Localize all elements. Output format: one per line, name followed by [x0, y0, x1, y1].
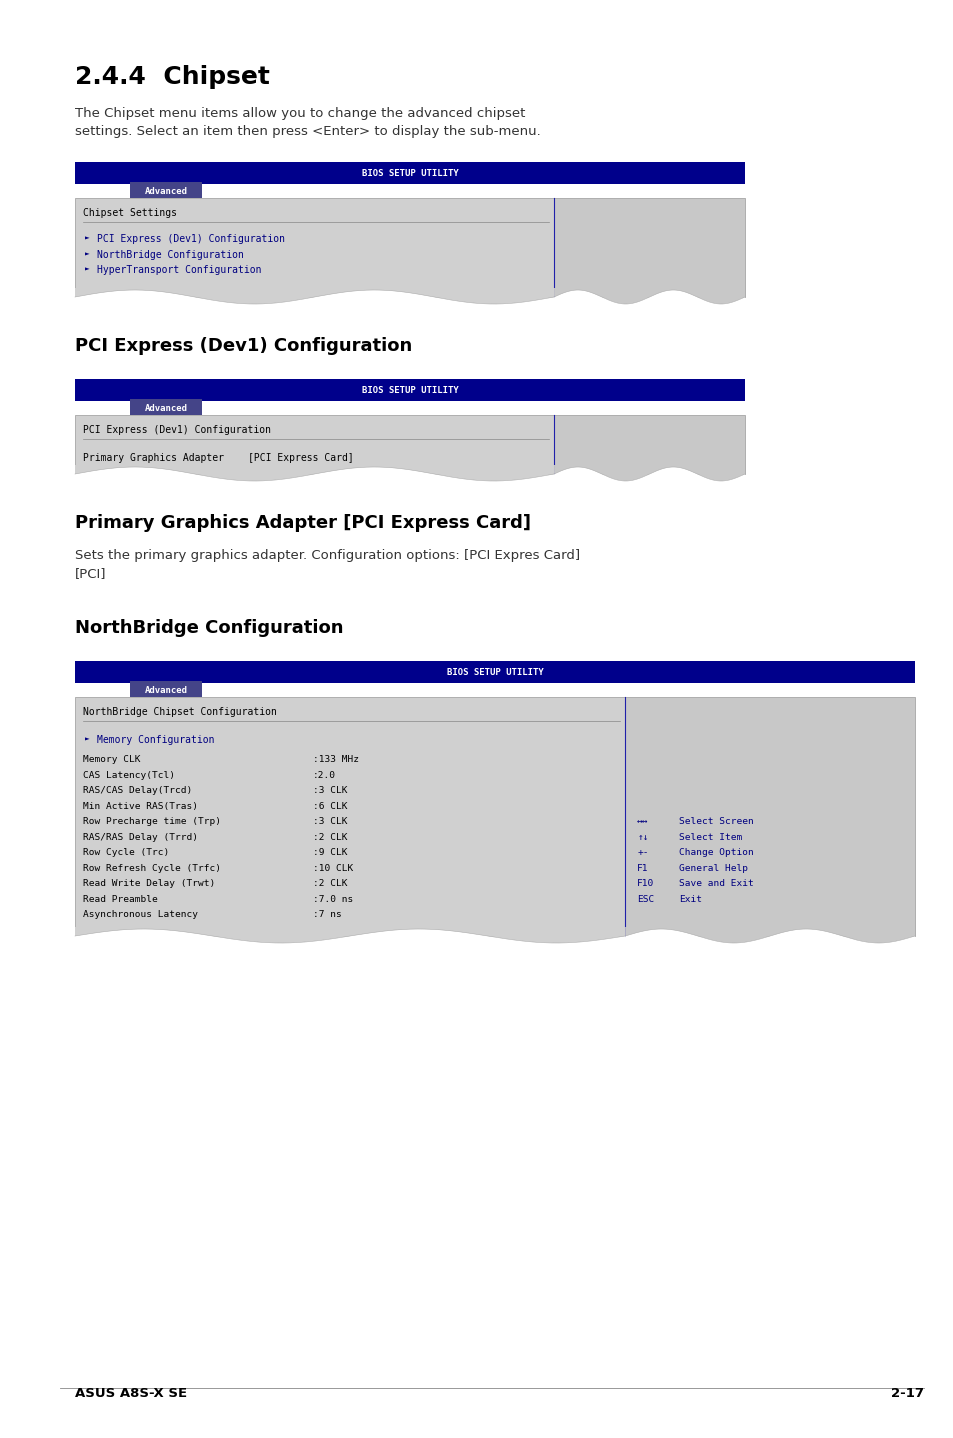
Polygon shape — [75, 464, 554, 480]
Bar — [75, 661, 914, 683]
Bar — [75, 697, 624, 936]
Text: ESC: ESC — [637, 894, 654, 903]
Text: Asynchronous Latency: Asynchronous Latency — [83, 910, 198, 919]
Text: PCI Express (Dev1) Configuration: PCI Express (Dev1) Configuration — [75, 336, 412, 355]
Polygon shape — [75, 467, 554, 486]
Text: Read Preamble: Read Preamble — [83, 894, 157, 903]
Text: Change Option: Change Option — [679, 848, 753, 857]
Text: 2.4.4  Chipset: 2.4.4 Chipset — [75, 65, 270, 89]
Text: +-: +- — [637, 848, 648, 857]
Text: BIOS SETUP UTILITY: BIOS SETUP UTILITY — [361, 168, 457, 177]
Text: General Help: General Help — [679, 863, 747, 873]
Text: ►: ► — [85, 265, 90, 275]
Polygon shape — [554, 288, 744, 303]
Text: PCI Express (Dev1) Configuration: PCI Express (Dev1) Configuration — [97, 234, 285, 244]
Text: F1: F1 — [637, 863, 648, 873]
Text: Select Item: Select Item — [679, 833, 741, 841]
Text: HyperTransport Configuration: HyperTransport Configuration — [97, 265, 261, 275]
Text: CAS Latency(Tcl): CAS Latency(Tcl) — [83, 771, 174, 779]
Text: ►: ► — [85, 234, 90, 243]
Text: RAS/CAS Delay(Trcd): RAS/CAS Delay(Trcd) — [83, 787, 193, 795]
Text: :3 CLK: :3 CLK — [313, 787, 347, 795]
Text: Min Active RAS(Tras): Min Active RAS(Tras) — [83, 801, 198, 811]
Text: ►: ► — [85, 250, 90, 259]
Text: BIOS SETUP UTILITY: BIOS SETUP UTILITY — [361, 385, 457, 394]
Text: ↑↓: ↑↓ — [637, 833, 648, 841]
Text: NorthBridge Configuration: NorthBridge Configuration — [97, 250, 244, 259]
Text: Row Cycle (Trc): Row Cycle (Trc) — [83, 848, 169, 857]
Text: Sets the primary graphics adapter. Configuration options: [PCI Expres Card]
[PCI: Sets the primary graphics adapter. Confi… — [75, 549, 579, 580]
Text: ↔↔: ↔↔ — [637, 817, 648, 825]
Text: :2 CLK: :2 CLK — [313, 879, 347, 889]
Polygon shape — [75, 290, 554, 309]
Text: F10: F10 — [637, 879, 654, 889]
Bar — [554, 416, 744, 475]
Bar — [130, 398, 202, 416]
Polygon shape — [554, 467, 744, 486]
Text: NorthBridge Configuration: NorthBridge Configuration — [75, 618, 343, 637]
Text: [PCI Express Card]: [PCI Express Card] — [248, 453, 354, 463]
Polygon shape — [554, 464, 744, 480]
Text: Row Refresh Cycle (Trfc): Row Refresh Cycle (Trfc) — [83, 863, 221, 873]
Polygon shape — [624, 929, 914, 948]
Bar — [130, 183, 202, 198]
Text: :10 CLK: :10 CLK — [313, 863, 353, 873]
Bar — [554, 198, 744, 298]
Text: Select Screen: Select Screen — [679, 817, 753, 825]
Text: Row Precharge time (Trp): Row Precharge time (Trp) — [83, 817, 221, 825]
Text: Memory CLK: Memory CLK — [83, 755, 140, 764]
Bar — [75, 380, 744, 401]
Text: NorthBridge Chipset Configuration: NorthBridge Chipset Configuration — [83, 707, 276, 718]
Text: BIOS SETUP UTILITY: BIOS SETUP UTILITY — [446, 667, 543, 676]
Text: RAS/RAS Delay (Trrd): RAS/RAS Delay (Trrd) — [83, 833, 198, 841]
Bar — [75, 198, 554, 298]
Text: :133 MHz: :133 MHz — [313, 755, 358, 764]
Text: Exit: Exit — [679, 894, 701, 903]
Text: PCI Express (Dev1) Configuration: PCI Express (Dev1) Configuration — [83, 426, 271, 436]
Bar — [75, 416, 554, 475]
Text: :7.0 ns: :7.0 ns — [313, 894, 353, 903]
Polygon shape — [75, 929, 624, 948]
Text: Chipset Settings: Chipset Settings — [83, 209, 177, 219]
Text: The Chipset menu items allow you to change the advanced chipset
settings. Select: The Chipset menu items allow you to chan… — [75, 106, 540, 138]
Text: ASUS A8S-X SE: ASUS A8S-X SE — [75, 1388, 187, 1401]
Text: :3 CLK: :3 CLK — [313, 817, 347, 825]
Polygon shape — [75, 288, 554, 303]
Text: Primary Graphics Adapter [PCI Express Card]: Primary Graphics Adapter [PCI Express Ca… — [75, 513, 531, 532]
Text: Advanced: Advanced — [144, 187, 188, 196]
Text: Advanced: Advanced — [144, 404, 188, 413]
Text: Save and Exit: Save and Exit — [679, 879, 753, 889]
Polygon shape — [624, 928, 914, 943]
Text: Read Write Delay (Trwt): Read Write Delay (Trwt) — [83, 879, 215, 889]
Bar — [130, 682, 202, 697]
Text: :6 CLK: :6 CLK — [313, 801, 347, 811]
Text: 2-17: 2-17 — [890, 1388, 923, 1401]
Text: Primary Graphics Adapter: Primary Graphics Adapter — [83, 453, 224, 463]
Text: Advanced: Advanced — [144, 686, 188, 695]
Polygon shape — [75, 928, 624, 943]
Polygon shape — [554, 290, 744, 309]
Bar — [624, 697, 914, 936]
Bar — [75, 162, 744, 184]
Text: :9 CLK: :9 CLK — [313, 848, 347, 857]
Text: :2 CLK: :2 CLK — [313, 833, 347, 841]
Text: ►: ► — [85, 735, 90, 743]
Text: Memory Configuration: Memory Configuration — [97, 735, 214, 745]
Text: :7 ns: :7 ns — [313, 910, 341, 919]
Text: :2.0: :2.0 — [313, 771, 335, 779]
